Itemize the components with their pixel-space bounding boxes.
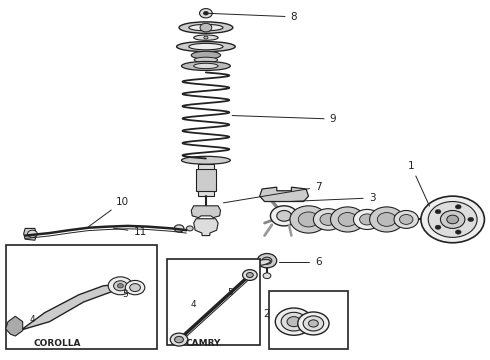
Text: 2: 2 [264,310,270,319]
Text: 11: 11 [113,227,147,237]
Circle shape [298,212,318,227]
Text: 5: 5 [227,288,233,297]
Circle shape [108,277,133,295]
Circle shape [303,316,324,331]
Ellipse shape [181,156,230,164]
Circle shape [186,226,193,231]
Ellipse shape [189,24,223,31]
Circle shape [257,253,277,268]
Circle shape [369,207,404,232]
Circle shape [174,225,184,232]
Circle shape [270,206,298,226]
Circle shape [309,320,318,327]
Polygon shape [24,228,36,240]
Circle shape [353,210,381,229]
Text: 5: 5 [122,289,128,298]
Circle shape [246,273,253,278]
Circle shape [170,333,188,346]
Text: 10: 10 [88,197,129,227]
Text: 6: 6 [279,257,321,267]
Circle shape [428,202,477,237]
Circle shape [468,217,474,222]
Circle shape [287,317,301,327]
Circle shape [118,284,123,288]
Bar [5,244,157,348]
Circle shape [298,312,329,335]
Circle shape [275,308,313,335]
Circle shape [447,215,459,224]
Ellipse shape [176,41,235,51]
Circle shape [338,212,357,226]
Circle shape [421,196,485,243]
Text: 7: 7 [223,182,321,203]
Circle shape [435,225,441,229]
Circle shape [399,215,413,224]
Ellipse shape [181,62,230,71]
Text: 8: 8 [209,12,297,22]
Polygon shape [191,206,220,218]
Polygon shape [5,316,23,336]
Bar [198,164,214,196]
Ellipse shape [204,36,208,39]
Text: 9: 9 [232,114,336,124]
Text: 1: 1 [408,161,430,206]
Circle shape [27,230,37,237]
Circle shape [277,211,292,221]
Bar [270,291,347,348]
Text: 4: 4 [191,300,196,309]
Bar [167,259,260,345]
Circle shape [130,284,141,292]
Circle shape [125,280,145,295]
Ellipse shape [194,57,218,63]
Circle shape [290,206,327,233]
Circle shape [114,281,127,291]
Circle shape [435,210,441,214]
Circle shape [314,209,343,230]
Circle shape [203,12,208,15]
Text: 4: 4 [29,315,35,324]
Text: 3: 3 [292,193,375,203]
Polygon shape [194,219,218,235]
Circle shape [263,273,271,279]
Circle shape [174,336,183,343]
Circle shape [200,23,212,32]
Text: COROLLA: COROLLA [33,339,81,348]
Circle shape [199,9,212,18]
Circle shape [394,211,418,228]
Polygon shape [13,284,123,334]
Ellipse shape [191,51,220,59]
Ellipse shape [179,22,233,33]
Ellipse shape [189,43,223,50]
Polygon shape [260,187,309,202]
Circle shape [455,205,461,209]
Circle shape [441,211,465,228]
Ellipse shape [194,63,218,69]
Circle shape [360,214,375,225]
Bar [196,169,216,191]
Circle shape [243,270,257,280]
Ellipse shape [194,35,218,40]
Circle shape [281,312,307,331]
Circle shape [262,257,272,264]
Circle shape [455,230,461,234]
Ellipse shape [254,260,270,265]
Circle shape [377,212,396,226]
Text: CAMRY: CAMRY [186,339,221,348]
Circle shape [331,207,365,232]
Circle shape [320,213,336,225]
